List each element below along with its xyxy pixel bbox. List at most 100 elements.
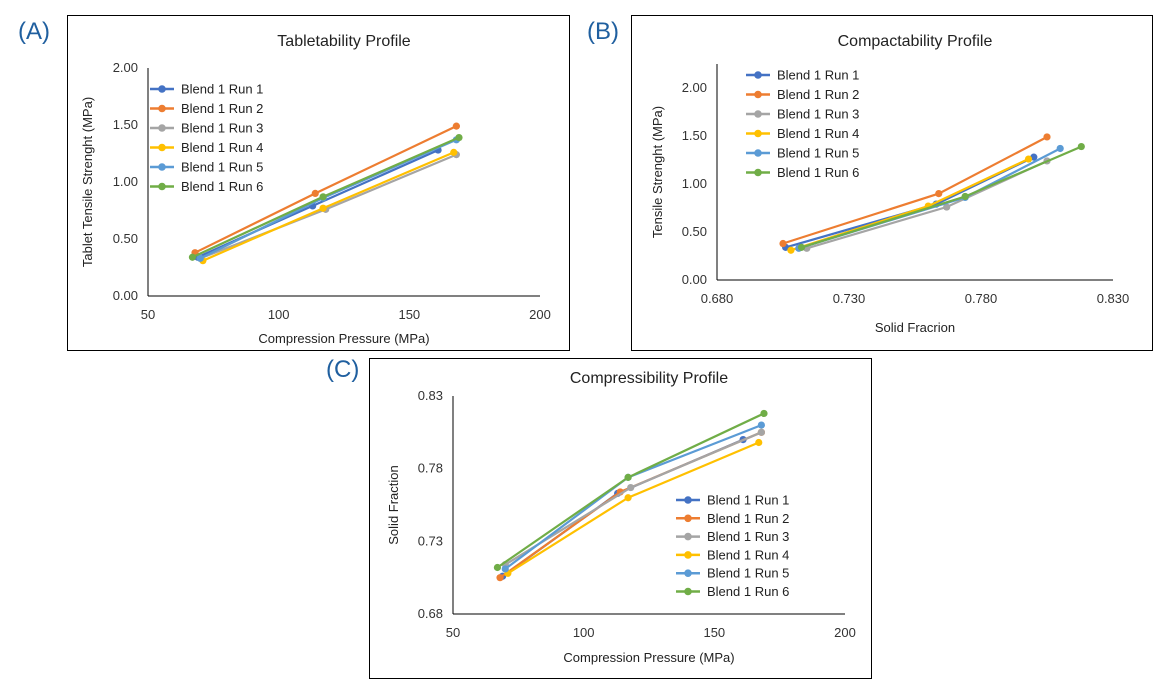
legend-label: Blend 1 Run 6	[777, 165, 859, 180]
legend-swatch-marker	[684, 496, 692, 504]
legend-swatch-marker	[754, 149, 762, 157]
legend-swatch-marker	[158, 85, 166, 93]
x-tick-label: 0.730	[833, 291, 866, 306]
x-tick-label: 0.780	[965, 291, 998, 306]
data-point-series-6	[493, 563, 502, 572]
data-point-series-5	[196, 254, 204, 262]
legend-swatch-marker	[158, 182, 166, 191]
data-point-series-6	[188, 253, 197, 261]
chart-c-svg: Compressibility Profile 50 100 150 200 0.68 0.…	[386, 370, 856, 665]
data-point-series-4	[755, 438, 763, 447]
panel-letter-c: (C)	[326, 356, 360, 383]
x-tick-label: 150	[398, 307, 420, 322]
legend-label: Blend 1 Run 5	[777, 146, 859, 161]
chart-title: Compactability Profile	[838, 33, 993, 50]
legend-swatch-marker	[754, 110, 762, 118]
legend-swatch-marker	[158, 124, 166, 132]
legend-swatch-marker	[684, 551, 692, 559]
legend-swatch-marker	[684, 569, 692, 577]
data-point-series-4	[624, 494, 632, 502]
data-point-series-4	[1024, 155, 1033, 163]
legend-swatch-marker	[754, 129, 762, 138]
data-point-series-6	[961, 192, 969, 201]
legend-label: Blend 1 Run 4	[181, 140, 263, 155]
legend-label: Blend 1 Run 4	[707, 547, 789, 562]
y-tick-label: 0.00	[113, 288, 138, 303]
panel-letter-a: (A)	[18, 18, 50, 45]
x-axis-label: Compression Pressure (MPa)	[563, 650, 734, 665]
data-point-series-2	[311, 189, 319, 197]
y-tick-label: 0.50	[113, 231, 138, 246]
legend-swatch-marker	[754, 90, 762, 99]
data-point-series-6	[624, 473, 632, 481]
y-tick-label: 0.50	[682, 224, 707, 239]
y-tick-label: 0.00	[682, 272, 707, 287]
data-point-series-5	[501, 565, 509, 573]
data-point-series-6	[797, 243, 806, 251]
chart-b: Compactability Profile 0.680 0.730 0.780 0.8…	[631, 15, 1153, 351]
data-point-series-3	[757, 428, 765, 436]
y-tick-label: 2.00	[113, 60, 138, 75]
legend-swatch-marker	[684, 514, 692, 523]
x-tick-label: 50	[446, 625, 460, 640]
x-tick-label: 150	[703, 625, 725, 640]
legend-swatch-marker	[158, 163, 166, 171]
legend-label: Blend 1 Run 3	[181, 121, 263, 136]
x-tick-label: 100	[268, 307, 290, 322]
data-point-series-6	[1077, 142, 1085, 151]
data-point-series-6	[455, 133, 463, 142]
data-point-series-2	[452, 122, 460, 130]
legend-swatch-marker	[754, 168, 762, 177]
legend-label: Blend 1 Run 2	[181, 101, 263, 116]
legend-label: Blend 1 Run 1	[777, 68, 859, 83]
data-point-series-2	[1043, 133, 1051, 141]
y-tick-label: 1.50	[682, 128, 707, 143]
legend-label: Blend 1 Run 5	[181, 160, 263, 175]
y-tick-label: 0.73	[418, 533, 443, 548]
x-axis-label: Solid Fracrion	[875, 320, 955, 335]
legend-label: Blend 1 Run 3	[707, 529, 789, 544]
chart-a: Tabletability Profile 50 100 150 200 0.00 0.50…	[67, 15, 570, 351]
x-tick-label: 0.830	[1097, 291, 1130, 306]
legend-label: Blend 1 Run 3	[777, 107, 859, 122]
y-tick-label: 0.68	[418, 606, 443, 621]
chart-b-svg: Compactability Profile 0.680 0.730 0.780 0.8…	[650, 33, 1130, 335]
chart-title: Tabletability Profile	[277, 33, 411, 50]
x-tick-label: 50	[141, 307, 155, 322]
chart-title: Compressibility Profile	[570, 370, 728, 387]
y-tick-label: 2.00	[682, 80, 707, 95]
legend-label: Blend 1 Run 2	[707, 511, 789, 526]
y-axis-label: Tensile Strenght (MPa)	[650, 106, 665, 238]
data-point-series-5	[757, 421, 765, 429]
legend-swatch-marker	[684, 587, 692, 596]
x-axis-label: Compression Pressure (MPa)	[258, 331, 429, 346]
data-point-series-4	[787, 246, 795, 254]
y-tick-label: 0.78	[418, 461, 443, 476]
data-point-series-3	[627, 483, 635, 492]
chart-c: Compressibility Profile 50 100 150 200 0.68 0.…	[369, 358, 872, 679]
data-point-series-6	[760, 409, 768, 418]
data-point-series-3	[943, 203, 951, 211]
legend-label: Blend 1 Run 1	[181, 82, 263, 97]
legend-swatch-marker	[158, 143, 166, 152]
legend-label: Blend 1 Run 6	[707, 584, 789, 599]
legend-label: Blend 1 Run 2	[777, 87, 859, 102]
legend-swatch-marker	[158, 104, 166, 113]
legend-swatch-marker	[684, 532, 692, 541]
legend-label: Blend 1 Run 4	[777, 126, 859, 141]
y-tick-label: 1.00	[682, 176, 707, 191]
x-tick-label: 0.680	[701, 291, 734, 306]
data-point-series-4	[319, 204, 327, 212]
chart-a-svg: Tabletability Profile 50 100 150 200 0.00 0.50…	[80, 33, 551, 346]
legend-label: Blend 1 Run 5	[707, 566, 789, 581]
panel-letter-b: (B)	[587, 18, 619, 45]
legend-label: Blend 1 Run 1	[707, 493, 789, 508]
y-tick-label: 1.00	[113, 174, 138, 189]
x-tick-label: 100	[573, 625, 595, 640]
y-axis-label: Tablet Tensile Strenght (MPa)	[80, 97, 95, 267]
legend-swatch-marker	[754, 71, 762, 79]
y-axis-label: Solid Fraction	[386, 465, 401, 544]
data-point-series-4	[450, 148, 458, 156]
data-point-series-6	[319, 193, 327, 201]
data-point-series-2	[935, 190, 943, 198]
